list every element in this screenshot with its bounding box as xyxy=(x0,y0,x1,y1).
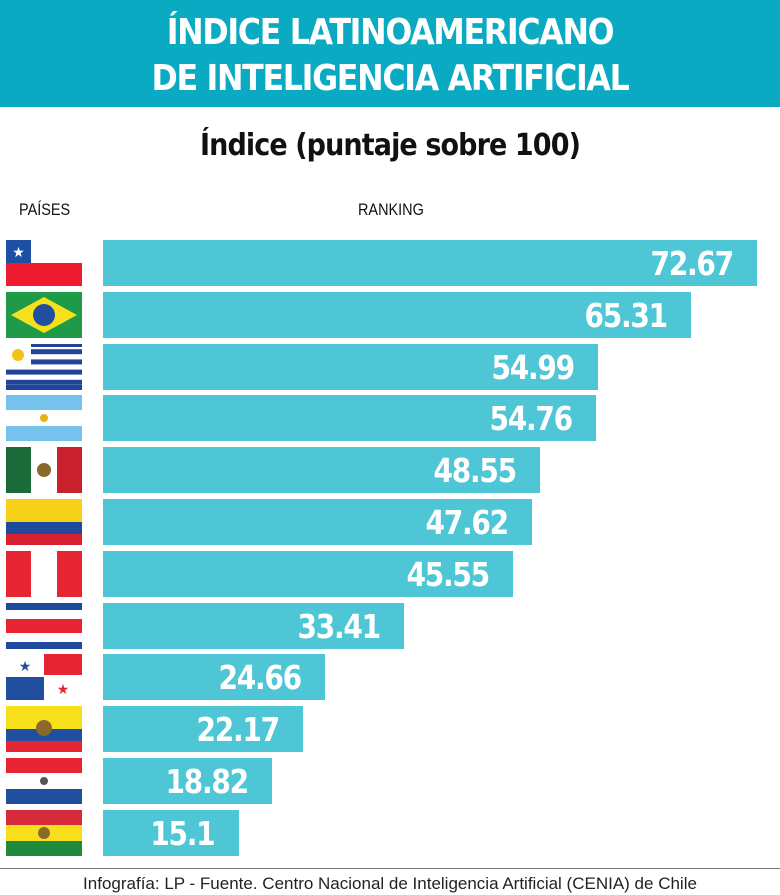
flag-mexico-icon xyxy=(6,447,82,494)
bar-value-label: 65.31 xyxy=(584,295,668,335)
bar: 24.66 xyxy=(103,654,325,701)
flag-paraguay-icon xyxy=(6,758,82,804)
title-line-1: ÍNDICE LATINOAMERICANO xyxy=(166,12,615,53)
svg-text:★: ★ xyxy=(12,244,25,260)
title-line-2: DE INTELIGENCIA ARTIFICIAL xyxy=(151,58,630,99)
bar-value-label: 24.66 xyxy=(218,658,303,698)
bar-value-label: 48.55 xyxy=(433,451,518,491)
bar: 33.41 xyxy=(103,602,404,649)
header-banner: ÍNDICE LATINOAMERICANO DE INTELIGENCIA A… xyxy=(0,0,780,107)
bar-value-label: 47.62 xyxy=(425,503,509,542)
footer-divider xyxy=(0,868,780,869)
footer-source: Infografía: LP - Fuente. Centro Nacional… xyxy=(83,874,697,893)
flag-uruguay-icon xyxy=(6,343,107,390)
flag-costa-rica-icon xyxy=(6,602,82,649)
bar-value-label: 45.55 xyxy=(406,554,491,594)
svg-text:★: ★ xyxy=(57,681,70,697)
countries-header: PAÍSES xyxy=(19,200,71,219)
flag-colombia-icon xyxy=(6,499,82,545)
bar: 47.62 xyxy=(103,499,532,545)
bar-value-label: 18.82 xyxy=(166,762,250,801)
flag-bolivia-icon xyxy=(6,809,82,856)
bar: 54.76 xyxy=(103,395,596,442)
bar: 72.67 xyxy=(103,240,757,286)
flag-brazil-icon xyxy=(6,291,82,338)
bar-value-label: 72.67 xyxy=(650,244,735,283)
chart-title: Índice (puntaje sobre 100) xyxy=(199,128,581,163)
bar: 48.55 xyxy=(103,447,540,494)
bar-value-label: 54.76 xyxy=(489,399,573,439)
bar-value-label: 33.41 xyxy=(297,606,381,646)
flag-argentina-icon xyxy=(6,395,82,442)
bar-value-label: 54.99 xyxy=(491,347,576,387)
flag-chile-icon: ★ xyxy=(6,240,82,286)
bar: 22.17 xyxy=(103,706,303,753)
bar-value-label: 22.17 xyxy=(196,710,280,750)
bar: 65.31 xyxy=(103,291,691,338)
svg-text:★: ★ xyxy=(19,658,32,674)
bar-value-label: 15.1 xyxy=(150,813,216,853)
bar: 54.99 xyxy=(103,343,598,390)
flag-panama-icon: ★ ★ xyxy=(6,654,82,701)
bar: 45.55 xyxy=(103,550,513,597)
flag-peru-icon xyxy=(6,550,82,597)
bar: 18.82 xyxy=(103,758,273,804)
ranking-header: RANKING xyxy=(358,200,424,219)
flag-ecuador-icon xyxy=(6,706,82,753)
bar: 15.1 xyxy=(103,809,239,856)
